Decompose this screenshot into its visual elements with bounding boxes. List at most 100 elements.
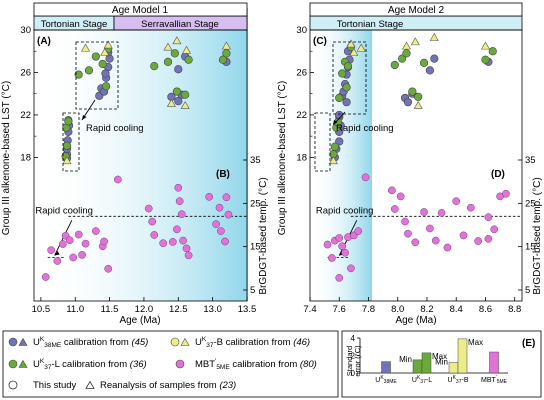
point-C-u38me — [403, 98, 413, 107]
point-B-mbt — [184, 251, 193, 260]
model2-frame — [309, 29, 523, 302]
panel-E-box — [341, 330, 542, 398]
point-D-mbt — [490, 225, 499, 234]
point-B-mbt — [47, 246, 56, 254]
arrow-head-C — [333, 120, 338, 125]
E-category-label: MBT'5ME — [481, 375, 508, 385]
point-A-b — [172, 36, 182, 45]
model1-title-box — [33, 2, 248, 17]
point-B-mbt — [148, 217, 157, 226]
plot-D: 5 15 25 35 7.4 7.6 7.8 8.0 8.2 8.4 8.6 8.8 Rapid coo… — [303, 155, 535, 315]
xtick-label-B: 12.0 — [135, 304, 154, 315]
ytick-label-C: 22 — [296, 110, 307, 121]
label-A: (A) — [37, 36, 51, 47]
plot-C: 18 22 26 30 Rapid cooling — [296, 25, 497, 172]
xtick-label-D: 8.4 — [450, 304, 463, 315]
point-C-l — [481, 55, 490, 64]
point-A-l — [181, 90, 190, 99]
legend-b: UK37-B calibration from (46) — [170, 336, 310, 349]
point-A-b — [180, 100, 190, 109]
model1-title: Age Model 1 — [112, 5, 169, 16]
point-B-mbt — [81, 239, 90, 248]
point-C-l — [330, 142, 339, 151]
point-B-mbt — [100, 237, 108, 246]
E-category-label: UK37-B — [448, 375, 469, 385]
point-A-b — [103, 40, 113, 49]
point-C-b — [349, 47, 359, 56]
point-A-l — [150, 61, 159, 71]
E-bar-l-min — [412, 359, 423, 374]
rapid-cooling-label-D: Rapid cooling — [316, 205, 374, 216]
point-D-mbt — [396, 192, 405, 201]
point-A-b — [221, 41, 231, 50]
point-D-mbt — [431, 236, 440, 245]
point-D-mbt — [388, 186, 396, 195]
point-A-b — [163, 42, 173, 51]
point-D-mbt — [411, 238, 420, 247]
point-B-mbt — [104, 264, 113, 273]
ytick-label-B: 5 — [250, 285, 255, 296]
xtick-label-D: 8.0 — [391, 304, 404, 315]
label-D: (D) — [491, 169, 505, 180]
point-B-mbt — [159, 239, 168, 248]
point-D-mbt — [484, 235, 493, 243]
point-A-l — [62, 141, 72, 150]
point-A-l — [170, 49, 179, 58]
E-bar-mbt — [489, 351, 499, 374]
E-category-label: UK37-L — [412, 375, 432, 385]
E-bar-u38me — [381, 361, 391, 374]
panel-model1: Age Model 1 Tortonian Stage Serravallian… — [1, 2, 261, 326]
point-D-mbt — [338, 242, 347, 251]
point-B-mbt — [150, 231, 159, 239]
ytick-label-C: 26 — [296, 67, 307, 78]
E-ytick-label: 2 — [351, 352, 356, 361]
E-bar-label: Min — [399, 355, 412, 364]
point-B-mbt — [144, 204, 153, 213]
point-B-mbt — [174, 183, 183, 192]
point-C-l — [402, 49, 411, 58]
ytick-label-B: 35 — [250, 155, 261, 166]
xtick-label-B: 10.5 — [32, 304, 51, 315]
ytick-label-D: 15 — [525, 242, 536, 253]
E-bar-label: Min — [435, 358, 448, 367]
point-B-mbt — [41, 273, 50, 281]
point-C-b — [328, 156, 338, 165]
point-D-mbt — [390, 205, 399, 213]
point-A-l — [222, 49, 231, 58]
ytick-label-D: 35 — [525, 155, 536, 166]
xtick-label-D: 8.2 — [420, 304, 433, 315]
point-A-l — [64, 117, 73, 126]
ytick-label-A: 22 — [20, 110, 31, 121]
point-B-mbt — [78, 251, 86, 259]
label-E: (E) — [522, 338, 535, 349]
point-D-mbt — [484, 213, 493, 222]
point-B-mbt — [173, 225, 181, 234]
legend-l-label: UK37-L calibration from (36) — [33, 358, 147, 371]
ytick-label-D: 25 — [525, 198, 536, 209]
xtick-label-D: 8.8 — [508, 304, 521, 315]
point-A-l — [91, 52, 100, 61]
legend-b-circle — [170, 337, 180, 347]
point-D-mbt — [335, 274, 344, 282]
point-B-mbt — [53, 257, 62, 265]
legend-open-circle — [8, 380, 18, 390]
ylabel-right-2: BrGDGT-based temp. (°C) — [532, 177, 543, 294]
point-D-mbt — [474, 237, 482, 245]
point-A-l — [102, 82, 111, 91]
ylabel-left-1: Group III alkenone-based LST (°C) — [1, 81, 12, 235]
point-C-u38me — [430, 54, 439, 63]
E-bar-b-min — [448, 362, 459, 374]
dashed-box-C-low — [314, 112, 331, 172]
plot-B: 5 15 25 35 10.5 11.0 11.5 12.0 12.5 13.0 13.5 Rapid… — [32, 155, 261, 315]
point-C-b — [480, 41, 490, 50]
legend-l-circle — [8, 359, 18, 369]
xtick-label-B: 13.0 — [203, 304, 222, 315]
E-category-label: UK38ME — [375, 375, 397, 385]
point-B-mbt — [168, 238, 177, 246]
point-D-mbt — [323, 240, 332, 249]
point-C-b — [401, 41, 412, 50]
legend-l: UK37-L calibration from (36) — [8, 358, 147, 371]
xtick-label-D: 7.4 — [303, 304, 316, 315]
model2-title: Age Model 2 — [388, 5, 445, 16]
xtick-label-B: 12.5 — [169, 304, 188, 315]
